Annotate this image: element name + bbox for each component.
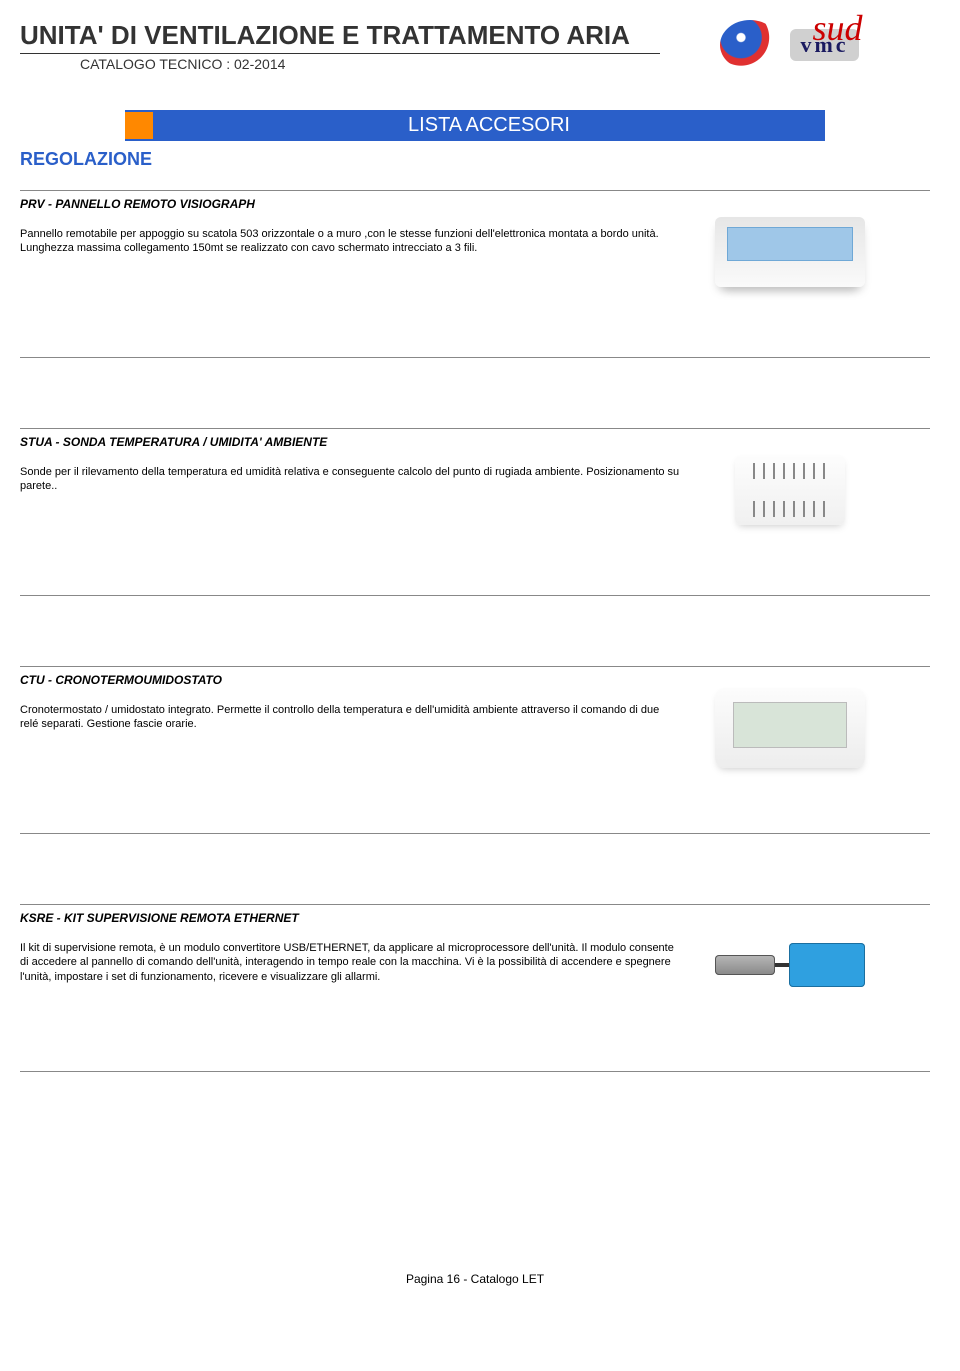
document-title: UNITA' DI VENTILAZIONE E TRATTAMENTO ARI… xyxy=(20,20,660,54)
page-header: UNITA' DI VENTILAZIONE E TRATTAMENTO ARI… xyxy=(20,20,930,80)
accessory-image xyxy=(700,673,880,783)
accessory-image xyxy=(700,911,880,1021)
thermostat-icon xyxy=(715,688,865,768)
swirl-icon xyxy=(720,20,780,70)
logo-box: sud vmc xyxy=(790,29,858,61)
accessory-title: STUA - SONDA TEMPERATURA / UMIDITA' AMBI… xyxy=(20,435,680,449)
logo-script-text: sud xyxy=(813,7,863,49)
usb-ethernet-icon xyxy=(715,941,865,991)
accessory-block: CTU - CRONOTERMOUMIDOSTATO Cronotermosta… xyxy=(20,666,930,834)
section-banner: LISTA ACCESORI xyxy=(125,110,825,141)
accessory-image xyxy=(700,435,880,545)
accessory-title: CTU - CRONOTERMOUMIDOSTATO xyxy=(20,673,680,687)
orange-tab xyxy=(125,112,153,139)
accessory-block: PRV - PANNELLO REMOTO VISIOGRAPH Pannell… xyxy=(20,190,930,358)
accessory-block: STUA - SONDA TEMPERATURA / UMIDITA' AMBI… xyxy=(20,428,930,596)
document-subtitle: CATALOGO TECNICO : 02-2014 xyxy=(80,56,720,72)
remote-panel-icon xyxy=(715,217,865,287)
page-footer: Pagina 16 - Catalogo LET xyxy=(20,1272,930,1286)
accessory-description: Pannello remotabile per appoggio su scat… xyxy=(20,227,680,256)
usb-plug-icon xyxy=(715,955,775,975)
accessory-block: KSRE - KIT SUPERVISIONE REMOTA ETHERNET … xyxy=(20,904,930,1072)
sensor-icon xyxy=(735,455,845,525)
accessory-description: Cronotermostato / umidostato integrato. … xyxy=(20,703,680,732)
accessory-text: PRV - PANNELLO REMOTO VISIOGRAPH Pannell… xyxy=(20,197,680,307)
accessory-text: STUA - SONDA TEMPERATURA / UMIDITA' AMBI… xyxy=(20,435,680,545)
page: UNITA' DI VENTILAZIONE E TRATTAMENTO ARI… xyxy=(0,0,960,1326)
accessory-description: Il kit di supervisione remota, è un modu… xyxy=(20,941,680,984)
brand-logo: sud vmc xyxy=(720,20,930,80)
category-heading: REGOLAZIONE xyxy=(20,149,930,170)
ethernet-box-icon xyxy=(789,943,865,987)
accessory-text: CTU - CRONOTERMOUMIDOSTATO Cronotermosta… xyxy=(20,673,680,783)
accessory-text: KSRE - KIT SUPERVISIONE REMOTA ETHERNET … xyxy=(20,911,680,1021)
header-left: UNITA' DI VENTILAZIONE E TRATTAMENTO ARI… xyxy=(20,20,720,72)
accessory-title: KSRE - KIT SUPERVISIONE REMOTA ETHERNET xyxy=(20,911,680,925)
section-banner-label: LISTA ACCESORI xyxy=(153,112,825,139)
accessory-image xyxy=(700,197,880,307)
accessory-title: PRV - PANNELLO REMOTO VISIOGRAPH xyxy=(20,197,680,211)
accessory-description: Sonde per il rilevamento della temperatu… xyxy=(20,465,680,494)
